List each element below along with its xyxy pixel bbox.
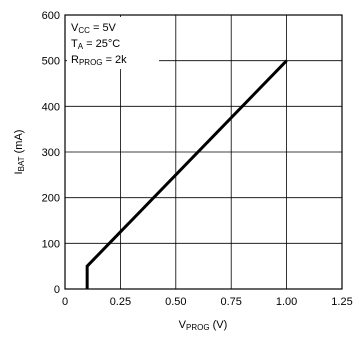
- annotation-sub: CC: [78, 26, 90, 35]
- x-tick-labels: 0 0.25 0.50 0.75 1.00 1.25: [62, 296, 353, 308]
- y-tick-label: 100: [42, 238, 60, 250]
- annotation-value: = 25°C: [83, 38, 120, 50]
- annotation-2: RPROG = 2k: [71, 54, 127, 67]
- x-tick-label: 0.50: [165, 296, 186, 308]
- y-tick-label: 500: [42, 56, 60, 68]
- annotation-sub: A: [78, 42, 84, 51]
- annotation-0: VCC = 5V: [71, 22, 117, 35]
- annotation-background: [67, 17, 159, 69]
- annotation-value: = 5V: [90, 22, 117, 34]
- x-axis-title-main: V: [179, 319, 187, 331]
- y-axis-title-unit: (mA): [13, 130, 25, 157]
- y-axis-title-sub: BAT: [17, 156, 26, 171]
- plot-frame: [64, 14, 343, 290]
- annotation-value: = 2k: [103, 54, 128, 66]
- annotation-main: V: [71, 22, 79, 34]
- annotation-main: T: [71, 38, 78, 50]
- series-layer: [85, 59, 288, 289]
- x-tick-label: 1.00: [276, 296, 297, 308]
- x-tick-label: 1.25: [331, 296, 352, 308]
- x-tick-label: 0: [62, 296, 68, 308]
- y-tick-labels: 0 100 200 300 400 500 600: [42, 10, 60, 296]
- x-axis-title: VPROG (V): [179, 319, 228, 332]
- y-tick-label: 200: [42, 193, 60, 205]
- y-tick-label: 0: [54, 284, 60, 296]
- x-axis-title-sub: PROG: [186, 323, 210, 332]
- annotations: VCC = 5V TA = 25°C RPROG = 2k: [71, 22, 127, 67]
- annotation-sub: PROG: [79, 58, 103, 67]
- y-tick-label: 600: [42, 10, 60, 22]
- series-line-0: [85, 59, 288, 289]
- y-axis-title-main: I: [13, 171, 25, 174]
- annotation-1: TA = 25°C: [71, 38, 120, 51]
- annotation-main: R: [71, 54, 79, 66]
- y-tick-label: 300: [42, 147, 60, 159]
- x-axis-title-unit: (V): [210, 319, 228, 331]
- x-tick-label: 0.25: [110, 296, 131, 308]
- y-axis-title: IBAT (mA): [13, 130, 26, 175]
- x-tick-label: 0.75: [220, 296, 241, 308]
- y-tick-label: 400: [42, 101, 60, 113]
